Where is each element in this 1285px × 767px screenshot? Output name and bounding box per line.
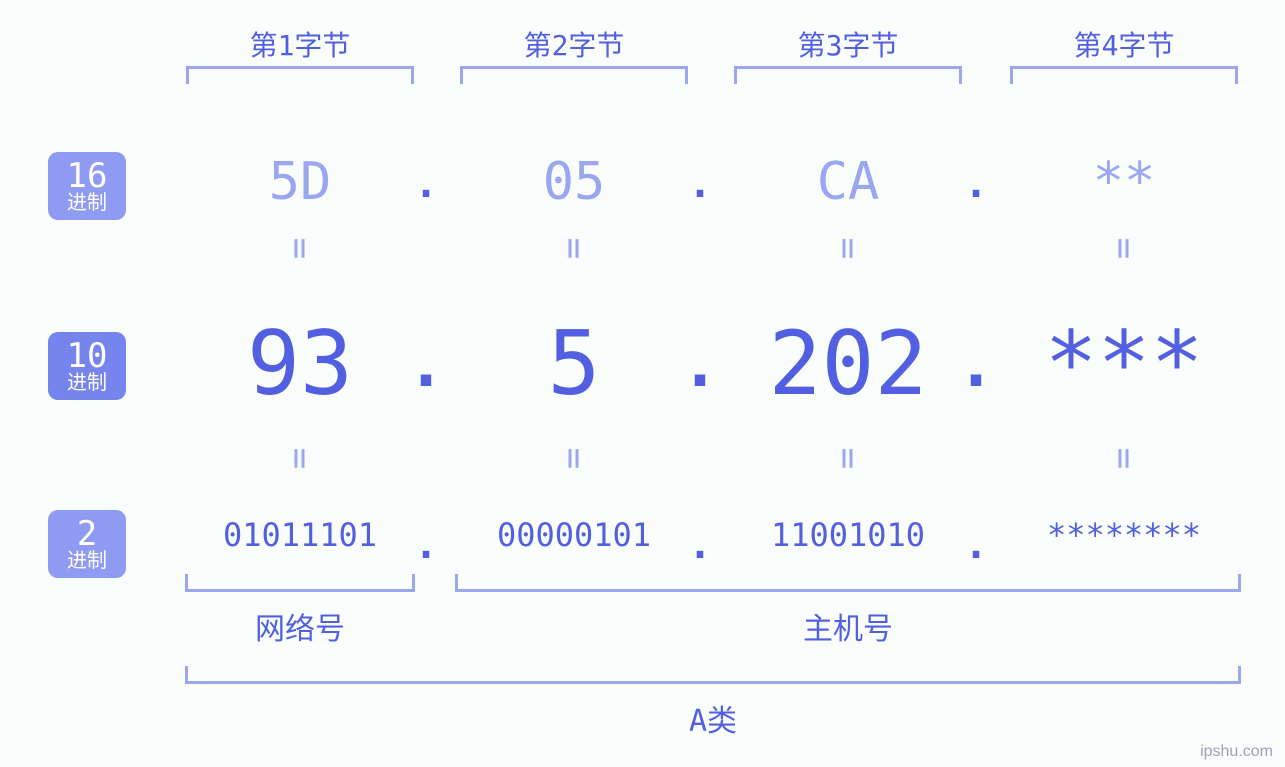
bracket-host [455, 574, 1241, 592]
dec-byte-2: 5 [454, 312, 694, 415]
eq-dec-bin-2: = [554, 445, 595, 473]
eq-hex-dec-2: = [554, 235, 595, 263]
dec-dot-1: . [406, 328, 446, 402]
dec-dot-2: . [680, 328, 720, 402]
bin-dot-1: . [406, 522, 446, 568]
badge-base10: 10进制 [48, 332, 126, 400]
badge-base16-number: 16 [67, 159, 108, 195]
watermark: ipshu.com [1200, 743, 1273, 761]
bin-dot-2: . [680, 522, 720, 568]
eq-dec-bin-3: = [828, 445, 869, 473]
label-network: 网络号 [185, 604, 415, 648]
dec-byte-3: 202 [728, 312, 968, 415]
eq-hex-dec-1: = [280, 235, 321, 263]
eq-dec-bin-4: = [1104, 445, 1145, 473]
label-class: A类 [185, 696, 1241, 740]
byte-header-1: 第1字节 [180, 24, 420, 64]
badge-base16-label: 进制 [67, 192, 107, 213]
hex-byte-2: 05 [454, 152, 694, 212]
byte-header-2: 第2字节 [454, 24, 694, 64]
byte-header-3: 第3字节 [728, 24, 968, 64]
top-bracket-1 [186, 66, 414, 84]
badge-base10-label: 进制 [67, 372, 107, 393]
bin-byte-3: 11001010 [728, 516, 968, 554]
badge-base2: 2进制 [48, 510, 126, 578]
badge-base10-number: 10 [67, 339, 108, 375]
top-bracket-3 [734, 66, 962, 84]
badge-base2-number: 2 [77, 517, 97, 553]
hex-dot-3: . [956, 161, 996, 207]
hex-dot-1: . [406, 161, 446, 207]
eq-dec-bin-1: = [280, 445, 321, 473]
dec-byte-1: 93 [180, 312, 420, 415]
eq-hex-dec-3: = [828, 235, 869, 263]
badge-base2-label: 进制 [67, 550, 107, 571]
byte-header-4: 第4字节 [1004, 24, 1244, 64]
bin-byte-4: ******** [1004, 516, 1244, 554]
bracket-class [185, 666, 1241, 684]
label-host: 主机号 [455, 604, 1241, 648]
top-bracket-4 [1010, 66, 1238, 84]
hex-byte-3: CA [728, 152, 968, 212]
bin-dot-3: . [956, 522, 996, 568]
bin-byte-1: 01011101 [180, 516, 420, 554]
hex-dot-2: . [680, 161, 720, 207]
hex-byte-4: ** [1004, 152, 1244, 212]
bin-byte-2: 00000101 [454, 516, 694, 554]
eq-hex-dec-4: = [1104, 235, 1145, 263]
top-bracket-2 [460, 66, 688, 84]
badge-base16: 16进制 [48, 152, 126, 220]
dec-byte-4: *** [1004, 312, 1244, 415]
dec-dot-3: . [956, 328, 996, 402]
bracket-network [185, 574, 415, 592]
hex-byte-1: 5D [180, 152, 420, 212]
